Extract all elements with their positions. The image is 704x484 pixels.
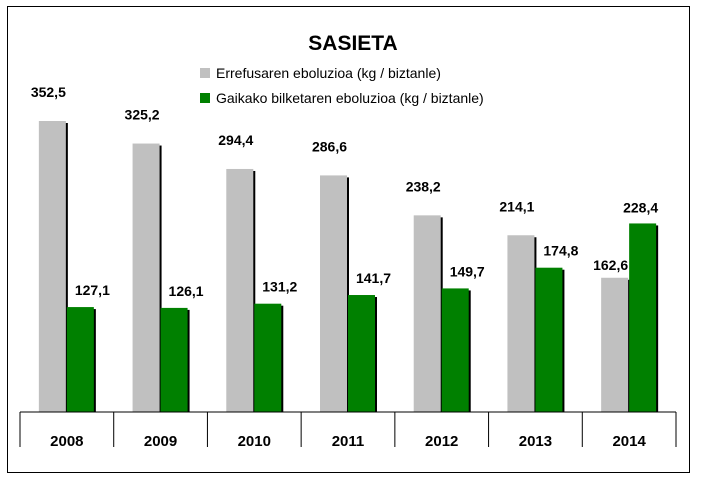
- bar-series-1: [38, 121, 66, 412]
- data-label-series-2: 149,7: [450, 263, 485, 279]
- bar-series-2: [441, 288, 469, 412]
- bar-series-2: [348, 295, 375, 412]
- x-tick-label: 2010: [238, 433, 271, 450]
- legend: Errefusaren eboluzioa (kg / biztanle) Ga…: [200, 65, 484, 106]
- x-tick-label: 2013: [519, 433, 552, 450]
- data-label-series-1: 238,2: [406, 178, 441, 194]
- data-label-series-2: 228,4: [623, 199, 658, 215]
- bar-series-1: [601, 277, 629, 412]
- data-label-series-1: 325,2: [125, 107, 160, 123]
- data-label-series-1: 162,6: [593, 257, 628, 273]
- data-label-series-1: 286,6: [312, 138, 347, 154]
- x-tick-label: 2008: [50, 433, 83, 450]
- bar-series-2: [66, 307, 94, 412]
- bar-series-2: [629, 223, 657, 412]
- data-label-series-1: 352,5: [31, 84, 66, 100]
- bar-series-1: [413, 215, 441, 412]
- legend-label-series-2: Gaikako bilketaren eboluzioa (kg / bizta…: [216, 90, 484, 106]
- chart-title: SASIETA: [308, 32, 397, 55]
- data-label-series-2: 126,1: [169, 283, 204, 299]
- bar-series-1: [226, 168, 254, 412]
- legend-swatch-series-1: [200, 68, 210, 78]
- x-tick-label: 2011: [332, 433, 365, 450]
- bar-series-2: [254, 303, 282, 412]
- bar-series-1: [507, 235, 535, 412]
- plot-area: 352,5 127,1 2008 325,2 126,1 2009 294,4 131,2 20…: [19, 84, 677, 450]
- data-label-series-1: 294,4: [218, 132, 253, 148]
- data-label-series-2: 141,7: [356, 270, 391, 286]
- legend-label-series-1: Errefusaren eboluzioa (kg / biztanle): [216, 65, 441, 81]
- legend-swatch-series-2: [200, 93, 210, 103]
- data-label-series-2: 174,8: [543, 243, 578, 259]
- data-label-series-1: 214,1: [499, 198, 534, 214]
- bar-series-2: [535, 267, 563, 412]
- data-label-series-2: 131,2: [262, 279, 297, 295]
- bar-series-1: [320, 175, 347, 412]
- x-tick-label: 2009: [144, 433, 177, 450]
- bar-series-2: [160, 307, 188, 412]
- data-label-series-2: 127,1: [75, 282, 110, 298]
- x-tick-label: 2012: [425, 433, 458, 450]
- x-tick-label: 2014: [612, 433, 646, 450]
- bar-series-1: [132, 143, 160, 412]
